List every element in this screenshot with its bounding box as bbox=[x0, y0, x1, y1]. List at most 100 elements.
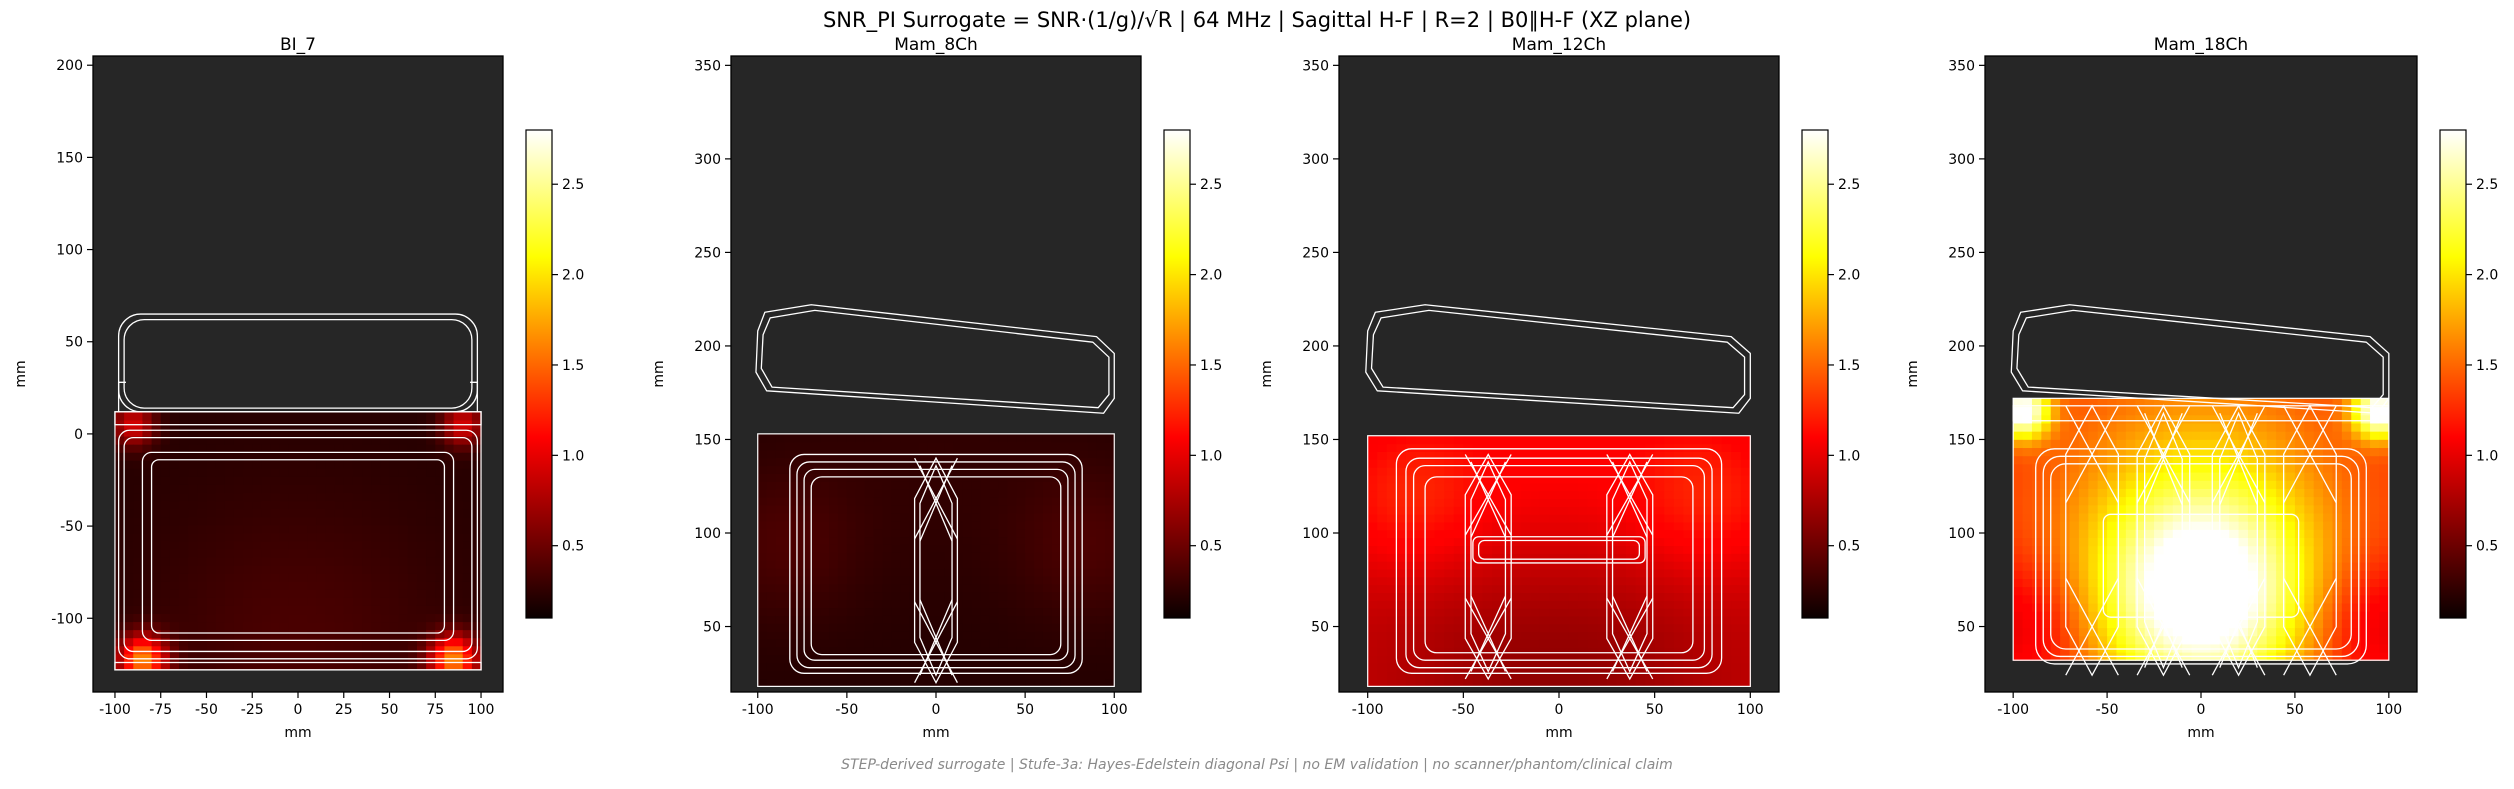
heatmap-cell bbox=[2041, 561, 2052, 571]
heatmap-cell bbox=[1453, 553, 1464, 562]
heatmap-cell bbox=[197, 565, 208, 574]
heatmap-cell bbox=[1025, 504, 1035, 514]
heatmap-cell bbox=[343, 605, 354, 615]
heatmap-cell bbox=[2088, 439, 2099, 449]
heatmap-cell bbox=[829, 504, 839, 514]
heatmap-cell bbox=[1472, 623, 1484, 633]
heatmap-cell bbox=[426, 468, 436, 477]
heatmap-cell bbox=[1016, 654, 1026, 664]
heatmap-cell bbox=[873, 639, 884, 648]
heatmap-cell bbox=[133, 621, 144, 631]
heatmap-cell bbox=[2107, 521, 2118, 530]
heatmap-cell bbox=[837, 583, 848, 593]
heatmap-cell bbox=[1549, 529, 1560, 539]
heatmap-cell bbox=[1549, 615, 1560, 625]
heatmap-cell bbox=[953, 536, 964, 545]
heatmap-cell bbox=[2135, 619, 2146, 629]
heatmap-cell bbox=[1664, 561, 1675, 570]
heatmap-cell bbox=[1539, 553, 1551, 562]
heatmap-cell bbox=[169, 661, 180, 671]
heatmap-cell bbox=[2210, 561, 2221, 571]
heatmap-cell bbox=[1425, 467, 1436, 476]
heatmap-cell bbox=[1367, 561, 1378, 570]
heatmap-cell bbox=[307, 629, 317, 639]
heatmap-cell bbox=[1731, 506, 1742, 515]
heatmap-cell bbox=[151, 548, 162, 558]
heatmap-cell bbox=[1453, 678, 1464, 687]
heatmap-cell bbox=[1578, 521, 1589, 531]
heatmap-cell bbox=[2163, 643, 2174, 653]
heatmap-cell bbox=[1559, 529, 1570, 539]
heatmap-cell bbox=[1731, 482, 1742, 492]
heatmap-cell bbox=[998, 662, 1008, 672]
coil-loop bbox=[117, 429, 479, 660]
heatmap-cell bbox=[2266, 602, 2277, 612]
heatmap-cell bbox=[1606, 529, 1617, 539]
heatmap-cell bbox=[2182, 463, 2193, 473]
heatmap-cell bbox=[1501, 608, 1512, 617]
heatmap-cell bbox=[1007, 639, 1017, 648]
heatmap-cell bbox=[1042, 591, 1053, 601]
heatmap-cell bbox=[1530, 467, 1541, 476]
heatmap-cell bbox=[2163, 496, 2174, 506]
heatmap-cell bbox=[2201, 635, 2211, 645]
heatmap-cell bbox=[1087, 639, 1098, 648]
heatmap-cell bbox=[2266, 635, 2277, 645]
heatmap-cell bbox=[426, 460, 436, 469]
heatmap-cell bbox=[2022, 463, 2033, 473]
heatmap-cell bbox=[2210, 643, 2221, 653]
heatmap-cell bbox=[2210, 471, 2221, 481]
heatmap-cell bbox=[1520, 451, 1531, 460]
heatmap-cell bbox=[980, 670, 991, 680]
heatmap-cell bbox=[802, 544, 812, 553]
heatmap-cell bbox=[288, 645, 299, 655]
heatmap-cell bbox=[1434, 647, 1445, 656]
heatmap-cell bbox=[1549, 451, 1560, 460]
heatmap-cell bbox=[2247, 521, 2258, 530]
heatmap-cell bbox=[1520, 545, 1531, 554]
heatmap-cell bbox=[1096, 575, 1106, 585]
heatmap-cell bbox=[398, 508, 409, 518]
heatmap-cell bbox=[1587, 678, 1598, 687]
heatmap-cell bbox=[855, 441, 866, 451]
colorbar-gradient bbox=[1801, 129, 1829, 619]
heatmap-cell bbox=[142, 540, 153, 550]
heatmap-cell bbox=[362, 492, 372, 502]
heatmap-cell bbox=[2144, 496, 2155, 506]
heatmap-cell bbox=[1511, 647, 1522, 656]
heatmap-cell bbox=[2201, 512, 2211, 522]
heatmap-cell bbox=[1683, 639, 1694, 648]
heatmap-cell bbox=[1692, 498, 1704, 507]
heatmap-cell bbox=[1597, 514, 1608, 523]
heatmap-cell bbox=[1645, 467, 1656, 476]
heatmap-cell bbox=[2229, 512, 2240, 522]
heatmap-cell bbox=[1539, 631, 1551, 640]
heatmap-cell bbox=[2247, 537, 2258, 547]
heatmap-cell bbox=[1635, 584, 1646, 593]
heatmap-cell bbox=[279, 476, 290, 485]
heatmap-cell bbox=[307, 637, 317, 647]
heatmap-cell bbox=[343, 581, 354, 590]
heatmap-cell bbox=[1616, 623, 1627, 633]
heatmap-cell bbox=[352, 435, 363, 445]
heatmap-cell bbox=[1415, 467, 1426, 476]
heatmap-cell bbox=[389, 444, 400, 453]
heatmap-cell bbox=[2144, 463, 2155, 473]
heatmap-cell bbox=[757, 654, 768, 664]
coil-cross bbox=[1611, 461, 1648, 538]
heatmap-cell bbox=[2013, 627, 2024, 637]
heatmap-cell bbox=[2238, 463, 2249, 473]
heatmap-cell bbox=[855, 528, 866, 538]
heatmap-cell bbox=[2266, 553, 2277, 563]
heatmap-cell bbox=[855, 615, 866, 624]
heatmap-cell bbox=[837, 599, 848, 609]
heatmap-cell bbox=[407, 629, 418, 639]
heatmap-cell bbox=[2022, 553, 2033, 563]
heatmap-cell bbox=[989, 473, 999, 482]
heatmap-cell bbox=[864, 441, 875, 451]
heatmap-cell bbox=[2013, 553, 2024, 563]
heatmap-cell bbox=[1673, 615, 1684, 625]
heatmap-cell bbox=[444, 565, 455, 574]
y-tick-label: 350 bbox=[1302, 58, 1329, 74]
heatmap-cell bbox=[1673, 655, 1684, 664]
